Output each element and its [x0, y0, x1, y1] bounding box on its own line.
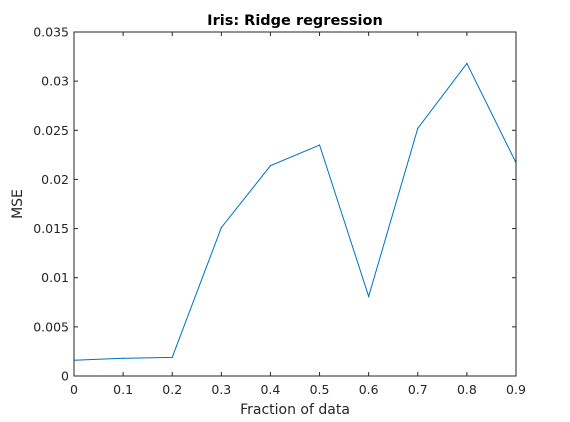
y-tick-label: 0.015: [33, 221, 69, 236]
data-point: [122, 357, 124, 359]
x-tick-label: 0.8: [457, 382, 477, 397]
y-tick-label: 0.03: [41, 74, 69, 89]
y-tick-label: 0.025: [33, 123, 69, 138]
data-point: [318, 144, 321, 146]
x-tick-label: 0.3: [211, 382, 231, 397]
y-tick-label: 0.02: [41, 172, 69, 187]
y-tick-label: 0.01: [41, 270, 69, 285]
x-tick-label: 0.9: [506, 382, 526, 397]
y-tick-label: 0: [61, 369, 69, 384]
data-point: [368, 295, 370, 297]
x-tick-label: 0.2: [162, 382, 182, 397]
plot-area: [74, 32, 516, 376]
x-tick-label: 0.5: [310, 382, 330, 397]
x-tick-label: 0: [70, 382, 78, 397]
tick-labels-layer: 0 0.1 0.2 0.3 0.4 0.5 0.6 0.7 0.8 0.9 0 0.005 0.01 0.…: [33, 25, 526, 398]
x-tick-label: 0.7: [408, 382, 428, 397]
x-axis-label: Fraction of data: [240, 402, 350, 418]
chart-title: Iris: Ridge regression: [207, 13, 383, 29]
x-tick-label: 0.4: [260, 382, 280, 397]
data-point: [171, 356, 173, 358]
data-point: [417, 127, 419, 129]
ticks-layer: [73, 31, 517, 377]
x-tick-label: 0.1: [113, 382, 133, 397]
y-tick-label: 0.035: [33, 25, 69, 40]
y-axis-label: MSE: [10, 189, 26, 219]
data-point: [466, 62, 468, 65]
series-line: [73, 62, 517, 361]
y-tick-label: 0.005: [33, 319, 69, 334]
data-point: [220, 226, 222, 229]
x-tick-label: 0.6: [359, 382, 379, 397]
plot-frame: [73, 31, 517, 377]
data-point: [269, 165, 272, 167]
